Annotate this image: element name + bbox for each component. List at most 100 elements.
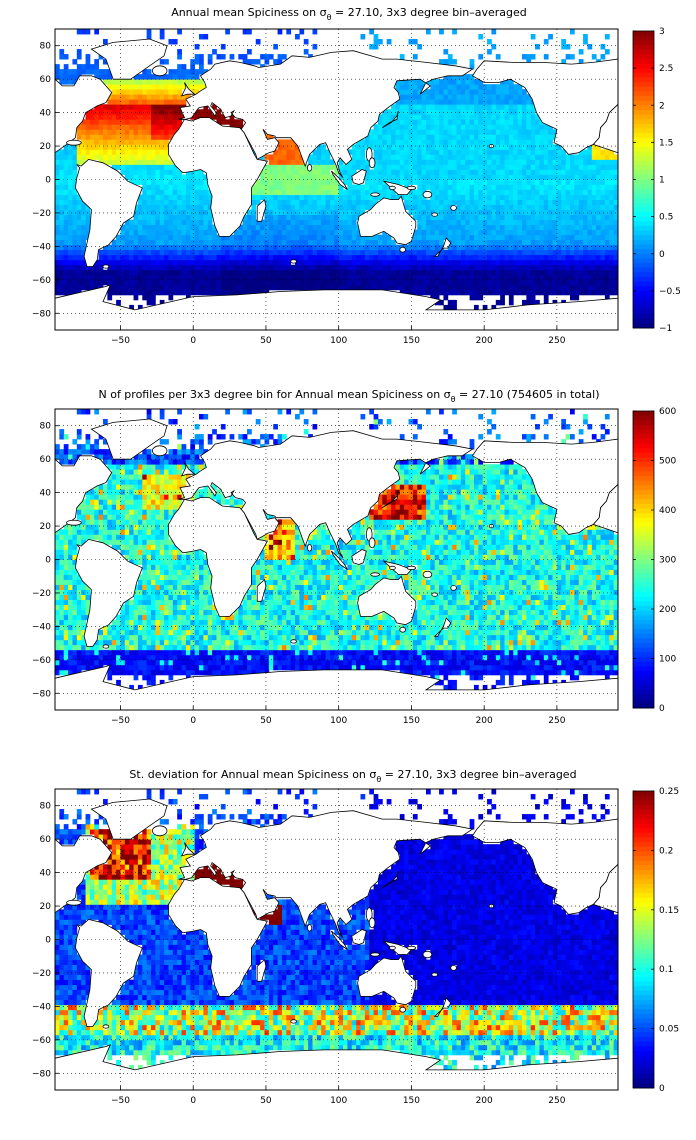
heatmap-cell bbox=[286, 214, 292, 221]
heatmap-cell bbox=[504, 264, 510, 271]
heatmap-cell bbox=[295, 189, 300, 195]
heatmap-cell bbox=[142, 229, 148, 236]
heatmap-cell bbox=[439, 204, 444, 210]
heatmap-cell bbox=[487, 169, 492, 175]
heatmap-cell bbox=[587, 44, 593, 50]
heatmap-cell bbox=[513, 219, 519, 226]
heatmap-cell bbox=[460, 234, 466, 241]
heatmap-cell bbox=[120, 249, 126, 256]
heatmap-cell bbox=[552, 174, 558, 180]
heatmap-cell bbox=[356, 269, 361, 276]
heatmap-cell bbox=[251, 224, 257, 231]
heatmap-cell bbox=[334, 179, 340, 185]
y-tick-label: −40 bbox=[32, 242, 51, 252]
heatmap-cell bbox=[521, 274, 527, 281]
heatmap-cell bbox=[273, 154, 278, 160]
heatmap-cell bbox=[430, 279, 436, 286]
heatmap-cell bbox=[469, 154, 475, 160]
heatmap-cell bbox=[111, 514, 117, 520]
heatmap-cell bbox=[430, 254, 436, 261]
heatmap-cell bbox=[469, 239, 475, 246]
heatmap-cell bbox=[120, 84, 126, 90]
heatmap-cell bbox=[613, 179, 619, 185]
heatmap-cell bbox=[500, 224, 505, 231]
heatmap-cell bbox=[508, 294, 514, 301]
heatmap-cell bbox=[63, 189, 69, 195]
heatmap-cell bbox=[290, 189, 296, 195]
heatmap-cell bbox=[478, 54, 484, 60]
heatmap-cell bbox=[107, 464, 113, 470]
heatmap-cell bbox=[452, 279, 457, 286]
heatmap-cell bbox=[172, 284, 178, 291]
heatmap-cell bbox=[164, 199, 169, 205]
heatmap-cell bbox=[613, 274, 619, 281]
heatmap-cell bbox=[399, 79, 405, 85]
heatmap-cell bbox=[521, 149, 527, 155]
heatmap-cell bbox=[225, 244, 230, 251]
heatmap-cell bbox=[360, 209, 366, 216]
heatmap-cell bbox=[177, 249, 182, 256]
heatmap-cell bbox=[111, 84, 117, 90]
heatmap-cell bbox=[439, 199, 444, 205]
heatmap-cell bbox=[238, 244, 244, 251]
heatmap-cell bbox=[177, 104, 182, 110]
heatmap-cell bbox=[391, 254, 396, 261]
heatmap-cell bbox=[377, 149, 383, 155]
heatmap-cell bbox=[412, 84, 418, 90]
heatmap-cell bbox=[264, 224, 270, 231]
heatmap-cell bbox=[111, 104, 117, 110]
heatmap-cell bbox=[59, 279, 65, 286]
heatmap-cell bbox=[495, 104, 501, 110]
heatmap-cell bbox=[565, 269, 571, 276]
heatmap-cell bbox=[443, 279, 449, 286]
heatmap-cell bbox=[526, 109, 532, 115]
heatmap-cell bbox=[517, 239, 523, 246]
heatmap-cell bbox=[260, 274, 265, 281]
heatmap-cell bbox=[155, 194, 161, 200]
heatmap-cell bbox=[281, 174, 287, 180]
heatmap-cell bbox=[596, 249, 601, 256]
heatmap-cell bbox=[251, 219, 257, 226]
heatmap-cell bbox=[120, 504, 126, 510]
heatmap-cell bbox=[164, 279, 169, 286]
heatmap-cell bbox=[508, 139, 514, 145]
heatmap-cell bbox=[55, 599, 60, 606]
heatmap-cell bbox=[55, 254, 60, 261]
heatmap-cell bbox=[391, 264, 396, 271]
heatmap-cell bbox=[94, 514, 100, 520]
heatmap-cell bbox=[68, 259, 73, 266]
heatmap-cell bbox=[295, 154, 300, 160]
heatmap-cell bbox=[199, 114, 204, 120]
heatmap-cell bbox=[587, 249, 593, 256]
heatmap-cell bbox=[425, 249, 431, 256]
heatmap-cell bbox=[478, 79, 484, 85]
heatmap-cell bbox=[94, 74, 100, 80]
heatmap-cell bbox=[521, 189, 527, 195]
heatmap-cell bbox=[408, 259, 414, 266]
heatmap-cell bbox=[308, 174, 313, 180]
heatmap-cell bbox=[508, 134, 514, 140]
heatmap-cell bbox=[609, 154, 615, 160]
heatmap-cell bbox=[404, 154, 409, 160]
heatmap-cell bbox=[103, 529, 108, 535]
heatmap-cell bbox=[386, 194, 392, 200]
heatmap-cell bbox=[55, 179, 60, 185]
heatmap-cell bbox=[103, 489, 108, 495]
heatmap-cell bbox=[181, 264, 187, 271]
heatmap-cell bbox=[487, 264, 492, 271]
heatmap-cell bbox=[142, 224, 148, 231]
heatmap-cell bbox=[159, 154, 165, 160]
heatmap-cell bbox=[290, 204, 296, 210]
heatmap-cell bbox=[548, 199, 553, 205]
heatmap-cell bbox=[295, 269, 300, 276]
heatmap-cell bbox=[76, 504, 82, 510]
heatmap-cell bbox=[482, 189, 488, 195]
heatmap-cell bbox=[94, 109, 100, 115]
heatmap-cell bbox=[600, 234, 606, 241]
heatmap-cell bbox=[565, 214, 571, 221]
heatmap-cell bbox=[539, 254, 545, 261]
heatmap-cell bbox=[281, 234, 287, 241]
heatmap-cell bbox=[146, 139, 152, 145]
heatmap-cell bbox=[281, 54, 287, 60]
heatmap-cell bbox=[412, 194, 418, 200]
